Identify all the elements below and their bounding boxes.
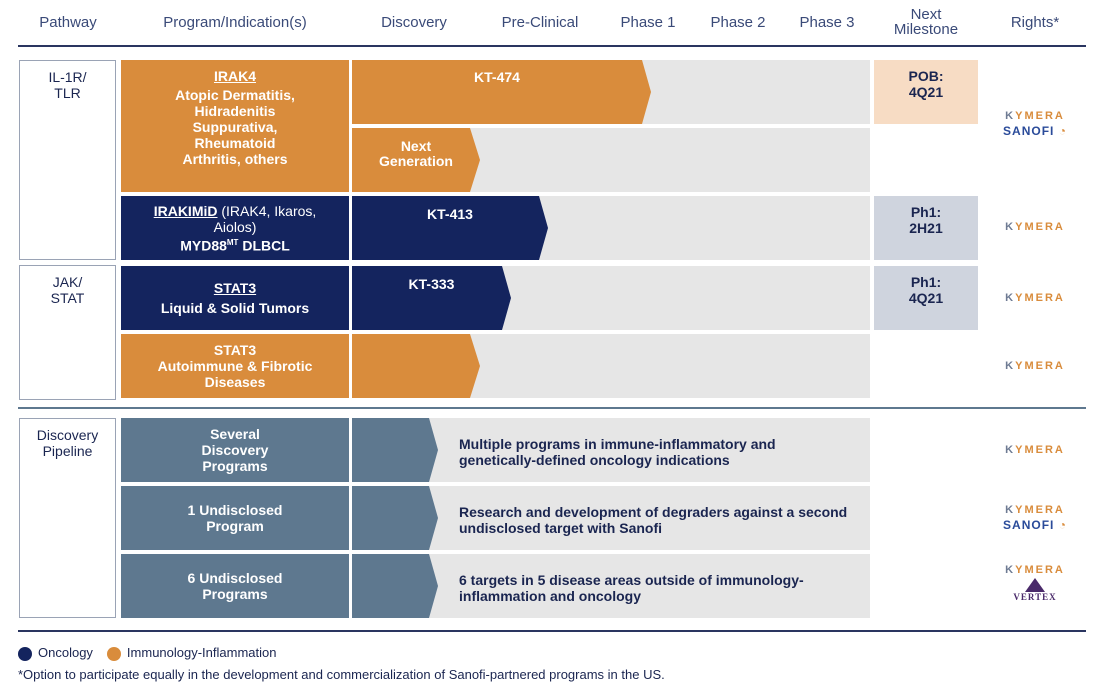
rights-stat3-ii: KYMERA <box>990 360 1080 372</box>
legend-immunology: Immunology-Inflammation <box>106 645 276 661</box>
rights-discovery-2: KYMERA SANOFI ◔ <box>990 504 1080 532</box>
legend: Oncology Immunology-Inflammation <box>18 645 276 661</box>
rights-irakimid: KYMERA <box>990 221 1080 233</box>
program-six-undisclosed: 6 Undisclosed Programs <box>121 554 349 618</box>
program-one-undisclosed: 1 Undisclosed Program <box>121 486 349 550</box>
header-program: Program/Indication(s) <box>163 13 307 31</box>
legend-oncology: Oncology <box>18 645 93 661</box>
header-phase2: Phase 2 <box>710 13 766 31</box>
rights-stat3: KYMERA <box>990 292 1080 304</box>
sanofi-logo: SANOFI ◔ <box>1003 124 1067 138</box>
program-stat3-immunology: STAT3 Autoimmune & Fibrotic Diseases <box>121 334 349 398</box>
bar-kt474 <box>352 60 651 124</box>
header-discovery: Discovery <box>381 13 447 31</box>
rights-discovery-1: KYMERA <box>990 444 1080 456</box>
header-milestone: Next Milestone <box>893 6 959 38</box>
label-kt333: KT-333 <box>408 276 455 292</box>
sanofi-logo: SANOFI ◔ <box>1003 518 1067 532</box>
label-kt474: KT-474 <box>474 69 520 85</box>
program-stat3-title: STAT3 <box>213 280 257 296</box>
program-stat3-ii-title: STAT3 <box>213 342 257 358</box>
bar-discovery-1 <box>352 418 438 482</box>
program-irak4: IRAK4 Atopic Dermatitis, Hidradenitis Su… <box>121 60 349 192</box>
header-rule <box>18 45 1086 47</box>
kymera-logo: KYMERA <box>1005 110 1065 122</box>
bar-discovery-3 <box>352 554 438 618</box>
program-irakimid: IRAKIMiD (IRAK4, Ikaros, Aiolos) MYD88MT… <box>121 196 349 260</box>
label-kt413: KT-413 <box>427 206 473 222</box>
milestone-pob: POB: 4Q21 <box>874 60 978 124</box>
footnote: *Option to participate equally in the de… <box>18 667 665 682</box>
program-stat3-indication: Liquid & Solid Tumors <box>160 300 310 316</box>
bar-stat3-ii <box>352 334 480 398</box>
bar-discovery-2 <box>352 486 438 550</box>
track-discovery-3 <box>352 554 870 618</box>
kymera-logo: KYMERA <box>1005 444 1065 456</box>
bar-next-gen <box>352 128 480 192</box>
kymera-logo: KYMERA <box>1005 360 1065 372</box>
kymera-logo: KYMERA <box>1005 292 1065 304</box>
rights-discovery-3: KYMERA VERTEX <box>990 564 1080 602</box>
immunology-dot-icon <box>106 646 121 661</box>
kymera-logo: KYMERA <box>1005 504 1065 516</box>
track-discovery-2 <box>352 486 870 550</box>
program-several-discovery: Several Discovery Programs <box>121 418 349 482</box>
header-phase1: Phase 1 <box>620 13 676 31</box>
desc-discovery-1: Multiple programs in immune-inflammatory… <box>459 436 776 468</box>
pathway-il1r: IL-1R/ TLR <box>19 60 116 260</box>
desc-discovery-2: Research and development of degraders ag… <box>459 504 848 536</box>
header-pathway: Pathway <box>39 13 97 31</box>
bar-kt333 <box>352 266 511 330</box>
header-rights: Rights* <box>1010 13 1060 31</box>
label-next-gen: Next Generation <box>379 138 453 169</box>
pathway-jak-stat: JAK/ STAT <box>19 265 116 400</box>
bar-kt413 <box>352 196 548 260</box>
program-irak4-title: IRAK4 <box>213 68 256 84</box>
desc-discovery-3: 6 targets in 5 disease areas outside of … <box>459 572 804 604</box>
vertex-logo: VERTEX <box>1013 592 1057 602</box>
milestone-kt413: Ph1: 2H21 <box>874 196 978 260</box>
program-irak4-indication: Atopic Dermatitis, Hidradenitis Suppurat… <box>175 87 295 167</box>
rights-irak4: KYMERA SANOFI ◔ <box>990 110 1080 138</box>
section-rule <box>18 407 1086 409</box>
pathway-discovery: Discovery Pipeline <box>19 418 116 618</box>
milestone-kt333: Ph1: 4Q21 <box>874 266 978 330</box>
program-stat3-oncology: STAT3 Liquid & Solid Tumors <box>121 266 349 330</box>
program-irakimid-line2: MYD88MT DLBCL <box>180 237 290 254</box>
kymera-logo: KYMERA <box>1005 564 1065 576</box>
kymera-logo: KYMERA <box>1005 221 1065 233</box>
vertex-logo-icon <box>1025 578 1045 592</box>
track-discovery-1 <box>352 418 870 482</box>
header-preclinical: Pre-Clinical <box>501 13 579 31</box>
bottom-rule <box>18 630 1086 632</box>
oncology-dot-icon <box>18 646 32 661</box>
program-stat3-ii-indication: Autoimmune & Fibrotic Diseases <box>157 358 313 390</box>
header-phase3: Phase 3 <box>799 13 855 31</box>
program-irakimid-line1: IRAKIMiD (IRAK4, Ikaros, Aiolos) <box>153 202 317 235</box>
